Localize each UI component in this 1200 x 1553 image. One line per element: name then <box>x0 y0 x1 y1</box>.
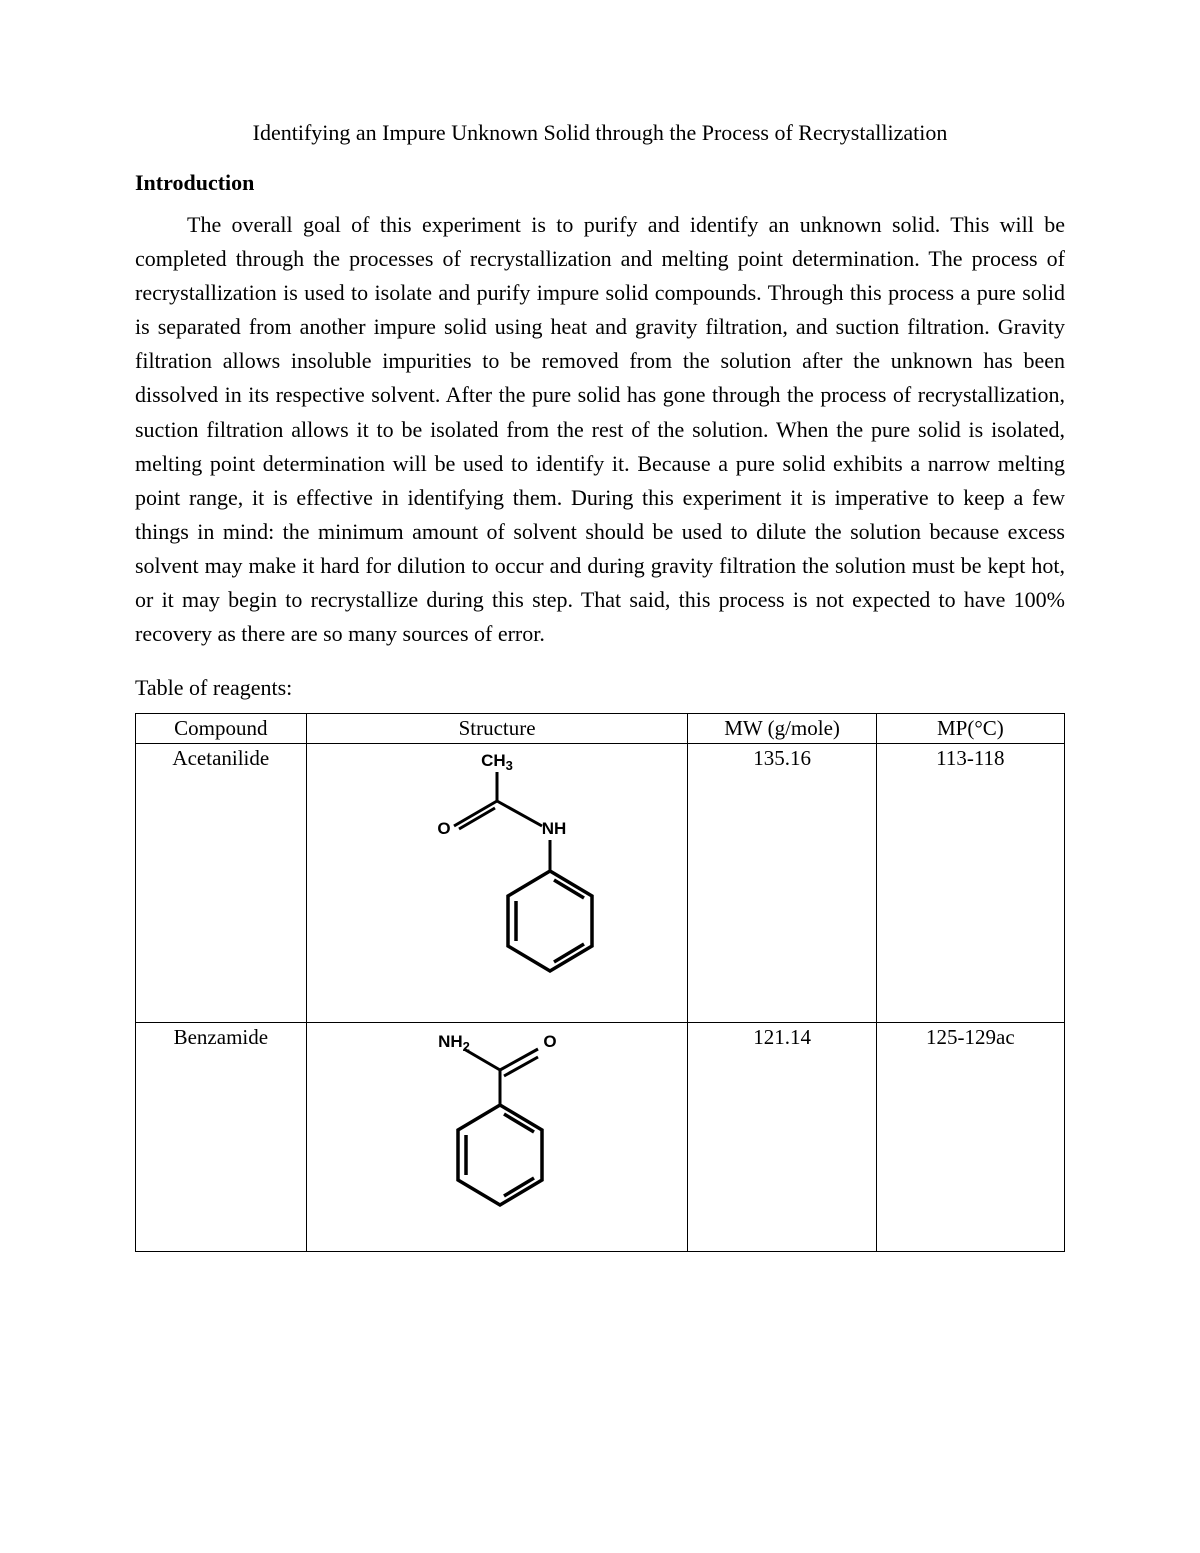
svg-text:O: O <box>543 1032 556 1051</box>
col-header-mw: MW (g/mole) <box>688 714 876 744</box>
reagents-table: Compound Structure MW (g/mole) MP(°C) Ac… <box>135 713 1065 1252</box>
cell-structure: NH2 O <box>306 1023 688 1252</box>
col-header-mp: MP(°C) <box>876 714 1064 744</box>
cell-structure: CH3 O NH <box>306 744 688 1023</box>
cell-mw: 121.14 <box>688 1023 876 1252</box>
cell-mp: 125-129ac <box>876 1023 1064 1252</box>
cell-mw: 135.16 <box>688 744 876 1023</box>
table-header-row: Compound Structure MW (g/mole) MP(°C) <box>136 714 1065 744</box>
intro-paragraph: The overall goal of this experiment is t… <box>135 208 1065 651</box>
cell-compound: Acetanilide <box>136 744 307 1023</box>
table-caption: Table of reagents: <box>135 675 1065 701</box>
benzamide-structure-icon: NH2 O <box>382 1025 612 1240</box>
table-row: Benzamide NH2 O <box>136 1023 1065 1252</box>
svg-text:O: O <box>437 819 450 838</box>
table-row: Acetanilide CH3 O NH <box>136 744 1065 1023</box>
document-title: Identifying an Impure Unknown Solid thro… <box>135 120 1065 146</box>
document-page: Identifying an Impure Unknown Solid thro… <box>0 0 1200 1553</box>
svg-text:NH: NH <box>542 819 567 838</box>
acetanilide-structure-icon: CH3 O NH <box>382 746 612 1011</box>
cell-mp: 113-118 <box>876 744 1064 1023</box>
col-header-compound: Compound <box>136 714 307 744</box>
cell-compound: Benzamide <box>136 1023 307 1252</box>
svg-text:CH3: CH3 <box>481 751 513 773</box>
intro-heading: Introduction <box>135 170 1065 196</box>
col-header-structure: Structure <box>306 714 688 744</box>
